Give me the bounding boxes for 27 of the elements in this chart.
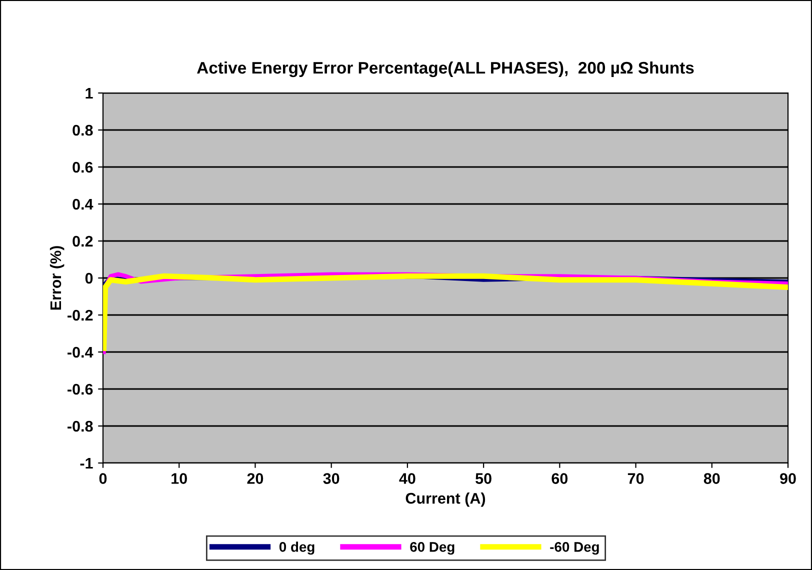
x-tick-label: 70 [628,473,644,484]
x-tick-label: 80 [704,473,720,484]
legend-label: 0 deg [279,542,314,555]
y-axis-title: Error (%) [50,246,64,310]
x-tick-label: 50 [476,473,492,484]
legend-label: -60 Deg [550,542,599,555]
y-tick-label: -1 [80,458,93,469]
x-axis-title: Current (A) [406,492,486,507]
y-tick-label: 0.4 [72,198,94,210]
y-tick-label: 0 [85,272,93,284]
x-tick-label: 30 [323,473,340,484]
y-tick-label: -0.6 [68,384,93,395]
x-tick-label: 0 [99,473,107,484]
x-tick-label: 10 [172,473,187,484]
y-tick-label: 0.6 [72,162,93,173]
x-tick-label: 40 [399,473,416,484]
x-tick-label: 90 [780,473,796,484]
x-tick-label: 20 [247,473,264,484]
legend-label: 60 Deg [410,542,454,555]
x-tick-label: 60 [552,473,568,484]
y-tick-label: 1 [86,88,93,99]
y-tick-label: 0.8 [72,124,93,136]
y-tick-label: 0.2 [72,236,93,247]
chart-title: Active Energy Error Percentage(ALL PHASES), 200 µΩ Shunts [197,61,694,78]
y-tick-label: -0.8 [68,420,93,432]
y-tick-label: -0.4 [68,346,94,358]
y-tick-label: -0.2 [68,310,93,321]
